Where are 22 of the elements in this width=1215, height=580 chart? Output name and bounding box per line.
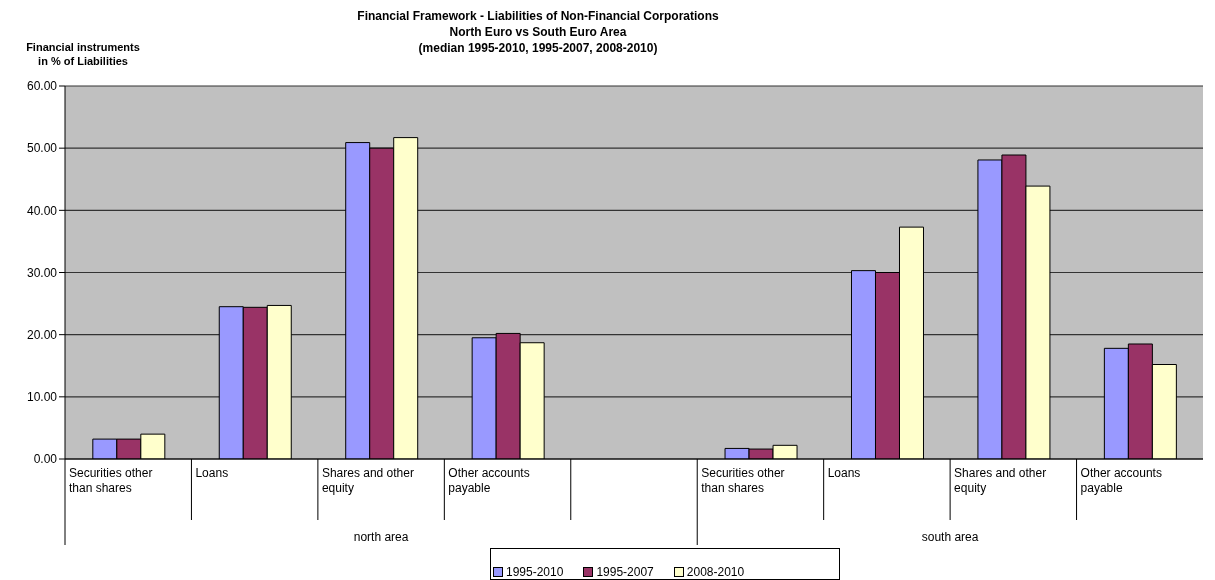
x-tick-label: Loans <box>195 466 229 480</box>
y-tick-label: 50.00 <box>26 141 58 156</box>
x-tick-label: Shares and other equity <box>321 466 414 495</box>
x-tick-label: Securities other than shares <box>701 466 785 495</box>
x-tick-label: Shares and other equity <box>954 466 1047 495</box>
text: north area <box>353 530 409 544</box>
y-tick-label: 0.00 <box>33 452 58 467</box>
x-tick-label: Securities other than shares <box>69 466 153 495</box>
y-tick-label: 10.00 <box>26 390 58 405</box>
y-tick-label: 40.00 <box>26 203 58 218</box>
legend-label: 1995-2010 <box>505 565 564 579</box>
y-tick-label: 60.00 <box>26 79 58 94</box>
chart-title: Financial Framework - Liabilities of Non-Financial Corporations North Euro vs South Euro Area (median 1995-2010, 1995-2007, 2008-2010) <box>356 8 720 56</box>
legend-label: 2008-2010 <box>685 565 745 579</box>
x-tick-label: Loans <box>827 466 861 480</box>
y-tick-label: 20.00 <box>26 327 58 342</box>
legend-label: 1995-2007 <box>595 565 654 579</box>
text: south area <box>921 530 979 544</box>
x-tick-label: Other accounts payable <box>448 466 530 495</box>
y-tick-label: 30.00 <box>26 265 58 280</box>
y-axis-title: Financial instruments in % of Liabilities <box>25 40 141 68</box>
x-tick-label: Other accounts payable <box>1080 466 1162 495</box>
